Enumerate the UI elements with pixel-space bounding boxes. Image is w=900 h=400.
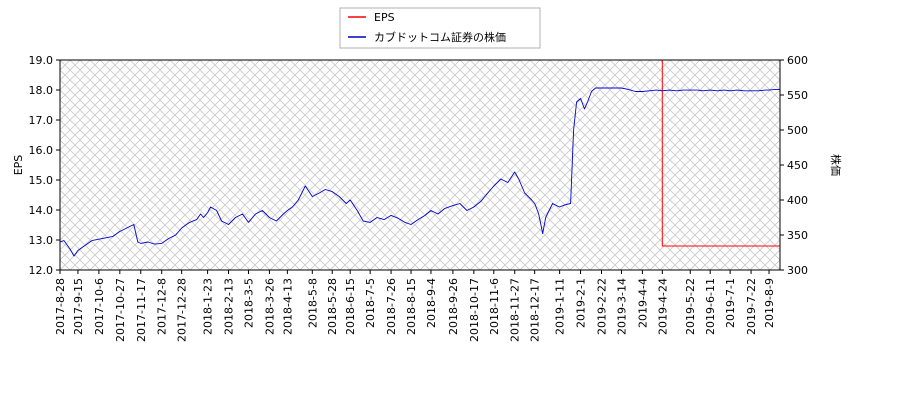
- x-tick-label: 2019-7-22: [745, 278, 758, 335]
- x-tick-label: 2017-12-28: [176, 278, 189, 342]
- x-tick-label: 2018-9-4: [425, 278, 438, 328]
- legend-eps-label: EPS: [374, 11, 395, 24]
- x-tick-label: 2018-5-28: [326, 278, 339, 335]
- x-tick-label: 2018-2-13: [223, 278, 236, 335]
- y-left-tick-label: 19.0: [29, 54, 54, 67]
- x-tick-label: 2019-1-11: [554, 278, 567, 335]
- x-tick-label: 2019-2-1: [575, 278, 588, 328]
- x-tick-label: 2018-11-27: [509, 278, 522, 342]
- legend-price-label: カブドットコム証券の株価: [374, 30, 506, 44]
- y-left-tick-label: 18.0: [29, 84, 54, 97]
- y-right-tick-label: 550: [787, 89, 808, 102]
- x-tick-label: 2018-10-17: [468, 278, 481, 342]
- x-tick-label: 2018-8-15: [405, 278, 418, 335]
- y-right-tick-label: 600: [787, 54, 808, 67]
- x-tick-label: 2018-11-6: [488, 278, 501, 335]
- y-left-tick-label: 12.0: [29, 264, 54, 277]
- x-tick-label: 2018-4-13: [281, 278, 294, 335]
- y-right-axis-label: 株価: [829, 154, 843, 176]
- x-tick-label: 2019-4-4: [636, 278, 649, 328]
- x-tick-label: 2018-6-15: [344, 278, 357, 335]
- y-left-tick-label: 14.0: [29, 204, 54, 217]
- x-tick-label: 2017-12-8: [156, 278, 169, 335]
- x-tick-label: 2018-7-26: [385, 278, 398, 335]
- series-eps-line: [298, 60, 780, 247]
- x-tick-label: 2018-12-17: [529, 278, 542, 342]
- x-tick-label: 2018-1-23: [202, 278, 215, 335]
- x-tick-label: 2019-8-9: [763, 278, 776, 328]
- x-tick-label: 2018-9-26: [447, 278, 460, 335]
- x-tick-label: 2018-5-8: [306, 278, 319, 328]
- x-tick-label: 2018-3-26: [263, 278, 276, 335]
- x-tick-label: 2019-6-11: [704, 278, 717, 335]
- y-left-axis-label: EPS: [12, 155, 25, 176]
- y-left-tick-label: 15.0: [29, 174, 54, 187]
- x-tick-label: 2019-5-22: [684, 278, 697, 335]
- x-tick-label: 2017-11-17: [135, 278, 148, 342]
- x-tick-label: 2017-9-15: [72, 278, 85, 335]
- y-right-tick-label: 450: [787, 159, 808, 172]
- legend-box: [339, 7, 541, 49]
- x-tick-label: 2019-7-1: [724, 278, 737, 328]
- x-tick-label: 2018-7-5: [364, 278, 377, 328]
- y-left-tick-label: 16.0: [29, 144, 54, 157]
- series-price-line: [60, 87, 780, 257]
- y-left-tick-label: 13.0: [29, 234, 54, 247]
- y-right-tick-label: 400: [787, 194, 808, 207]
- plot-background: [60, 60, 780, 270]
- legend: EPS カブドットコム証券の株価: [339, 7, 541, 49]
- x-tick-label: 2018-3-5: [242, 278, 255, 328]
- x-tick-label: 2017-10-6: [93, 278, 106, 335]
- y-left-tick-label: 17.0: [29, 114, 54, 127]
- x-tick-label: 2017-8-28: [54, 278, 67, 335]
- x-tick-label: 2019-3-14: [615, 278, 628, 335]
- y-right-tick-label: 500: [787, 124, 808, 137]
- x-tick-label: 2019-2-22: [595, 278, 608, 335]
- x-tick-label: 2017-10-27: [114, 278, 127, 342]
- y-right-tick-label: 300: [787, 264, 808, 277]
- x-tick-label: 2019-4-24: [656, 278, 669, 335]
- y-right-tick-label: 350: [787, 229, 808, 242]
